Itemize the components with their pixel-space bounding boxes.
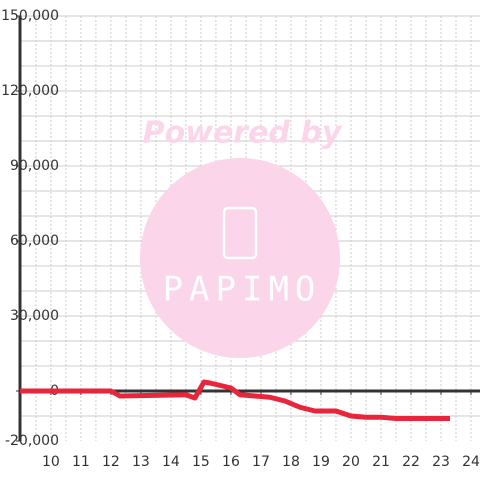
y-tick-label: 120,000 (1, 83, 59, 99)
watermark-logo: PAPIMO (163, 270, 322, 310)
data-line (20, 379, 450, 421)
x-tick-label: 19 (312, 454, 330, 470)
x-tick-label: 22 (402, 454, 420, 470)
x-tick-label: 10 (42, 454, 60, 470)
y-tick-label: 150,000 (1, 8, 59, 24)
watermark-icon (222, 206, 258, 260)
x-tick-label: 12 (102, 454, 120, 470)
x-tick-label: 15 (192, 454, 210, 470)
x-tick-label: 11 (72, 454, 90, 470)
x-tick-label: 18 (282, 454, 300, 470)
x-tick-label: 14 (162, 454, 180, 470)
x-tick-label: 20 (342, 454, 360, 470)
x-tick-label: 24 (462, 454, 480, 470)
x-tick-label: 23 (432, 454, 450, 470)
x-tick-label: 13 (132, 454, 150, 470)
x-tick-label: 17 (252, 454, 270, 470)
watermark: Powered by PAPIMO (140, 116, 343, 358)
y-tick-label: 30,000 (10, 308, 59, 324)
x-tick-label: 16 (222, 454, 240, 470)
x-tick-label: 21 (372, 454, 390, 470)
watermark-title: Powered by (143, 116, 343, 151)
y-tick-label: -20,000 (5, 433, 59, 449)
y-tick-label: 90,000 (10, 158, 59, 174)
y-tick-label: 60,000 (10, 233, 59, 249)
